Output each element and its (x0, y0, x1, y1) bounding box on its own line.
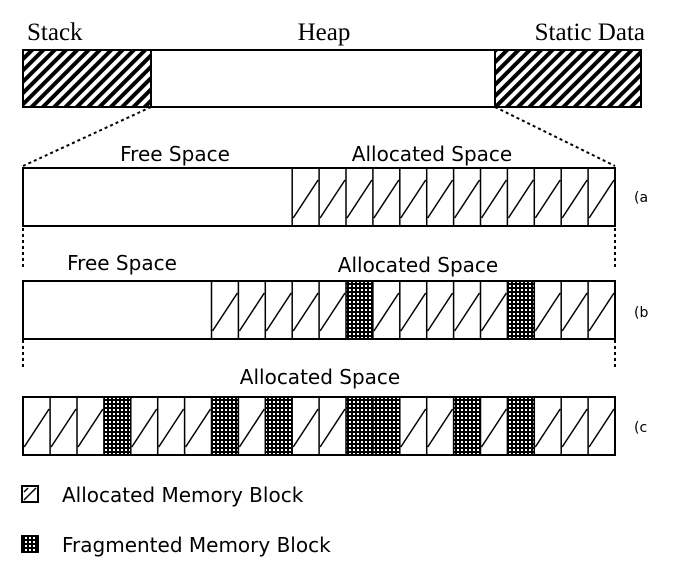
allocated-block (452, 168, 481, 226)
allocated-block (533, 281, 562, 339)
allocated-block (318, 281, 346, 339)
memory-layout-bar: Stack Heap Static Data (22, 19, 645, 108)
row-a-allocated-label: Allocated Space (352, 142, 512, 166)
stack-region (22, 49, 152, 108)
heap-region (150, 49, 496, 108)
fragmented-block (264, 397, 293, 455)
allocated-block (425, 168, 454, 226)
bar-outline (22, 280, 616, 340)
static-data-label: Static Data (535, 19, 645, 46)
allocated-block (183, 397, 212, 455)
bar-outline (22, 396, 616, 456)
allocated-block-icon (21, 485, 39, 503)
allocated-block (345, 168, 373, 226)
free-space-region (23, 168, 293, 226)
row-b-free-label: Free Space (67, 251, 177, 275)
fragmented-block (210, 397, 239, 455)
allocated-block (506, 168, 535, 226)
zoom-lines (22, 106, 616, 368)
allocated-block (560, 168, 589, 226)
allocated-block (587, 168, 615, 226)
allocated-block (560, 281, 589, 339)
allocated-block (479, 168, 508, 226)
fragmented-block (103, 397, 131, 455)
allocated-block (291, 168, 320, 226)
row-c-allocated-label: Allocated Space (240, 365, 400, 389)
row-c-tag: (c (634, 420, 647, 436)
row-a: Free Space Allocated Space (a (22, 142, 648, 227)
allocated-block (318, 397, 346, 455)
allocated-block (479, 281, 508, 339)
fragmented-block (452, 397, 481, 455)
allocated-block (76, 397, 104, 455)
allocated-block (587, 397, 615, 455)
row-a-tag: (a (634, 190, 648, 206)
allocated-block (372, 168, 400, 226)
bar-outline (22, 167, 616, 227)
stack-label: Stack (27, 19, 83, 46)
allocated-block (237, 397, 266, 455)
allocated-block (372, 281, 400, 339)
row-b: Free Space Allocated Space (b (22, 251, 648, 340)
fragmented-block (372, 397, 400, 455)
allocated-block (264, 281, 293, 339)
allocated-block (587, 281, 615, 339)
allocated-block (425, 397, 454, 455)
allocated-block (49, 397, 77, 455)
fragmented-block (345, 281, 373, 339)
allocated-block (237, 281, 266, 339)
fragmented-block (506, 397, 535, 455)
legend-fragmented-label: Fragmented Memory Block (62, 533, 331, 557)
row-b-bar (22, 280, 616, 340)
row-b-tag: (b (634, 305, 648, 321)
static-data-region (494, 49, 642, 108)
allocated-block (533, 168, 562, 226)
row-c: Allocated Space (c (22, 365, 647, 456)
row-a-free-label: Free Space (120, 142, 230, 166)
allocated-block (399, 397, 427, 455)
heap-label: Heap (298, 19, 351, 46)
allocated-block (533, 397, 562, 455)
legend: Allocated Memory Block Fragmented Memory… (21, 483, 331, 557)
allocated-block (425, 281, 454, 339)
allocated-block (399, 168, 427, 226)
allocated-block (318, 168, 346, 226)
allocated-block (291, 281, 320, 339)
row-a-bar (22, 167, 616, 227)
fragmented-block-icon (21, 535, 39, 553)
fragmented-block (345, 397, 373, 455)
zoom-line-right (494, 106, 616, 167)
row-b-allocated-label: Allocated Space (338, 253, 498, 277)
allocated-block (291, 397, 320, 455)
allocated-block (130, 397, 158, 455)
allocated-block (560, 397, 589, 455)
free-space-region (23, 281, 212, 339)
allocated-block (479, 397, 508, 455)
allocated-block (156, 397, 185, 455)
row-c-bar (22, 396, 616, 456)
allocated-block (399, 281, 427, 339)
legend-allocated-label: Allocated Memory Block (62, 483, 304, 507)
allocated-block (452, 281, 481, 339)
allocated-block (22, 397, 51, 455)
allocated-block (210, 281, 239, 339)
fragmented-block (506, 281, 535, 339)
